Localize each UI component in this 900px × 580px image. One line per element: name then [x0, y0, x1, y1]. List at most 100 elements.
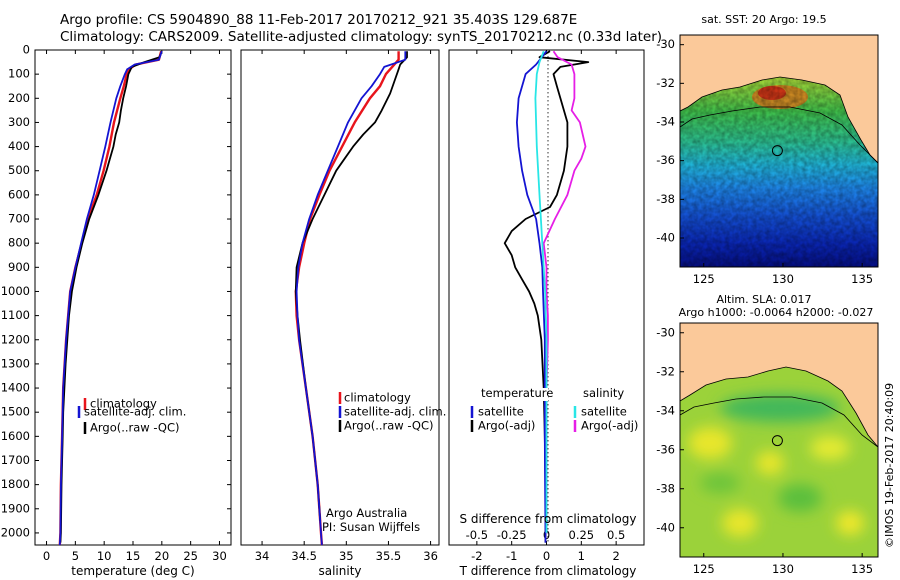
temperature-legend: climatology satellite-adj. clim. Argo(..… — [77, 397, 186, 435]
legend-s-satellite-label: satellite — [581, 405, 627, 419]
sst-map-title: sat. SST: 20 Argo: 19.5 — [701, 13, 826, 26]
map-lat-tick-label: -40 — [656, 231, 675, 245]
s-difference-tick-label: 0.25 — [569, 528, 595, 542]
salinity-tick-label: 34 — [255, 549, 270, 563]
difference-lines — [503, 50, 590, 543]
depth-tick-label: 1100 — [1, 308, 30, 322]
temperature-tick-label: 15 — [126, 549, 141, 563]
figure-title-line1: Argo profile: CS 5904890_88 11-Feb-2017 … — [60, 12, 577, 28]
salinity-lines — [294, 51, 408, 546]
depth-tick-label: 700 — [8, 212, 30, 226]
map-lat-tick-label: -30 — [656, 325, 675, 339]
temperature-profile-panel: 0100200300400500600700800900100011001200… — [1, 43, 644, 578]
salinity-axes-frame — [240, 49, 440, 546]
depth-tick-label: 2000 — [1, 525, 30, 539]
salinity-axis-ticks: 34 34.5 35 35.5 36 — [255, 50, 438, 563]
sst-map-panel: sat. SST: 20 Argo: 19.5 — [656, 13, 879, 286]
temperature-tick-label: 25 — [183, 549, 198, 563]
depth-tick-label: 200 — [8, 91, 30, 105]
depth-tick-label: 600 — [8, 187, 30, 201]
salinity-tick-label: 34.5 — [291, 549, 317, 563]
salinity-tick-label: 35 — [339, 549, 354, 563]
depth-tick-label: 1800 — [1, 477, 30, 491]
sla-low-2 — [778, 484, 822, 512]
s-difference-tick-label: 0.5 — [607, 528, 625, 542]
difference-profile-panel: -2 -1 0 1 2 -0.5 -0.25 0 0.25 0.5 S difference f… — [448, 49, 645, 578]
attribution-line1: Argo Australia — [326, 506, 407, 520]
map-lon-tick-label: 125 — [693, 272, 715, 286]
sla-high-2 — [756, 451, 784, 475]
legend-temperature-header-bg — [476, 388, 548, 401]
bathymetry-contour — [680, 106, 878, 164]
sla-map-ticks: 125 130 135 -30 -32 -34 -36 -38 -40 — [656, 325, 873, 576]
depth-tick-label: 1600 — [1, 429, 30, 443]
depth-tick-label: 1400 — [1, 381, 30, 395]
attribution-line2: PI: Susan Wijffels — [322, 520, 420, 534]
depth-tick-label: 1300 — [1, 356, 30, 370]
legend-satellite-label: satellite-adj. clim. — [344, 405, 446, 419]
map-lon-tick-label: 135 — [851, 562, 873, 576]
temperature-line-1 — [58, 50, 163, 546]
legend-satellite-label: satellite-adj. clim. — [84, 405, 186, 419]
sla-low-1 — [700, 473, 740, 493]
legend-climatology-label: climatology — [90, 397, 157, 411]
legend-temperature-header: temperature — [481, 386, 553, 400]
depth-tick-label: 1700 — [1, 453, 30, 467]
temperature-axes-frame — [34, 49, 232, 546]
legend-t-argo-label: Argo(-adj) — [478, 419, 535, 433]
map-lon-tick-label: 125 — [693, 562, 715, 576]
difference-legend: temperature salinity satellite Argo(-adj… — [470, 386, 638, 433]
sla-map-subtitle: Argo h1000: -0.0064 h2000: -0.027 — [679, 306, 874, 319]
legend-s-argo-label: Argo(-adj) — [581, 419, 638, 433]
temperature-tick-label: 5 — [72, 549, 79, 563]
sla-map-area — [680, 323, 878, 557]
temperature-lines — [58, 50, 163, 546]
legend-argo-label: Argo(..raw -QC) — [344, 419, 434, 433]
depth-tick-label: 500 — [8, 163, 30, 177]
depth-tick-label: 1900 — [1, 501, 30, 515]
legend-salinity-header: salinity — [583, 386, 624, 400]
legend-climatology-label: climatology — [344, 391, 411, 405]
temperature-tick-label: 30 — [212, 549, 227, 563]
salinity-profile-panel: 34 34.5 35 35.5 36 salinity climatology sate… — [240, 49, 446, 578]
depth-tick-label: 0 — [23, 43, 30, 57]
s-difference-tick-label: -0.5 — [466, 528, 488, 542]
depth-tick-label: 800 — [8, 236, 30, 250]
salinity-axis-label: salinity — [318, 564, 361, 578]
depth-tick-label: 400 — [8, 139, 30, 153]
argo-position-marker — [771, 145, 783, 157]
salinity-tick-label: 36 — [423, 549, 438, 563]
map-lat-tick-label: -40 — [656, 520, 675, 534]
map-lon-tick-label: 135 — [851, 272, 873, 286]
map-lat-tick-label: -32 — [656, 364, 675, 378]
map-lon-tick-label: 130 — [772, 562, 794, 576]
map-lat-tick-label: -38 — [656, 192, 675, 206]
sla-high-5 — [836, 511, 864, 535]
map-lat-tick-label: -36 — [656, 153, 675, 167]
temperature-axis-label: temperature (deg C) — [71, 564, 194, 578]
t-difference-axis-label: T difference from climatology — [459, 564, 637, 578]
t-difference-tick-label: -1 — [506, 549, 517, 563]
s-difference-tick-label: 0 — [543, 528, 550, 542]
map-lat-tick-label: -34 — [656, 403, 675, 417]
temperature-tick-label: 0 — [43, 549, 50, 563]
sst-map-frame — [679, 34, 879, 268]
map-lat-tick-label: -34 — [656, 115, 675, 129]
temperature-tick-label: 10 — [97, 549, 112, 563]
legend-argo-label: Argo(..raw -QC) — [90, 421, 180, 435]
salinity-legend: climatology satellite-adj. clim. Argo(..… — [338, 391, 446, 433]
t-difference-tick-label: 0 — [543, 549, 550, 563]
depth-tick-label: 1200 — [1, 332, 30, 346]
t-difference-tick-label: 1 — [578, 549, 585, 563]
t-difference-tick-label: -2 — [471, 549, 482, 563]
sla-high-4 — [722, 509, 758, 537]
depth-tick-label: 1500 — [1, 405, 30, 419]
imos-credit: ©IMOS 19-Feb-2017 20:40:09 — [883, 383, 896, 548]
temperature-tick-label: 20 — [155, 549, 170, 563]
s-difference-axis-label: S difference from climatology — [460, 512, 637, 526]
difference-line-1 — [503, 50, 590, 543]
map-lat-tick-label: -32 — [656, 76, 675, 90]
map-lon-tick-label: 130 — [772, 272, 794, 286]
difference-line-3 — [542, 50, 587, 533]
